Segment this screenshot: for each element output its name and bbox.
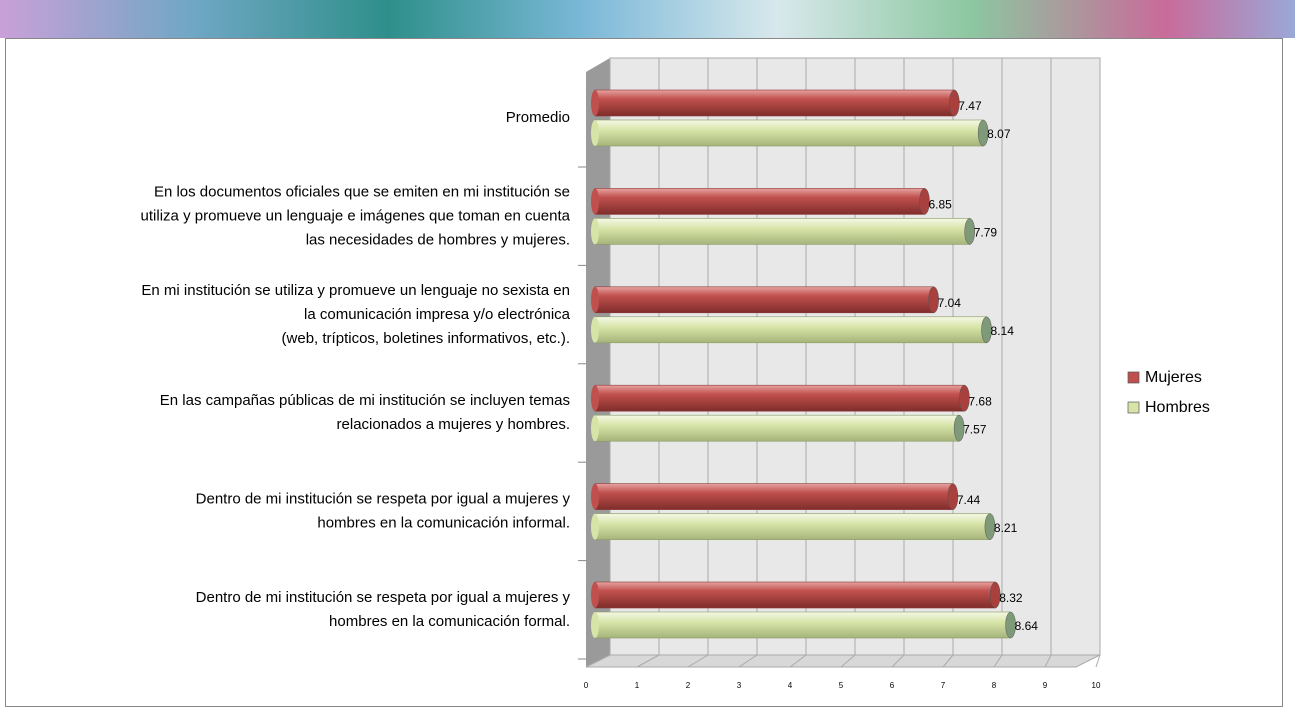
legend-swatch	[1127, 401, 1140, 414]
value-label: 7.57	[963, 422, 987, 436]
category-label: Promedio	[506, 109, 570, 126]
x-tick-label: 7	[941, 681, 946, 690]
value-label: 6.85	[928, 198, 952, 212]
floor-grid-line	[891, 654, 905, 668]
floor-grid-line	[789, 654, 807, 668]
floor-grid-line	[942, 654, 954, 668]
bar	[594, 611, 1011, 639]
bar-start-cap	[591, 218, 599, 245]
value-label: 7.47	[958, 99, 982, 113]
bar	[594, 89, 955, 117]
bar	[594, 581, 996, 609]
category-label: En los documentos oficiales que se emite…	[141, 183, 571, 248]
x-tick-label: 5	[839, 681, 844, 690]
bar-end-cap	[984, 513, 996, 540]
category-label: En las campañas públicas de mi instituci…	[160, 392, 570, 433]
floor-grid-line	[1044, 654, 1052, 668]
value-label: 8.32	[999, 591, 1023, 605]
bar-start-cap	[591, 286, 599, 313]
bar-start-cap	[591, 582, 599, 608]
bar	[594, 286, 934, 314]
bar	[594, 483, 954, 510]
legend-label: Hombres	[1145, 399, 1210, 416]
value-label: 8.14	[991, 324, 1015, 338]
floor-grid-line	[687, 654, 709, 668]
x-tick-label: 3	[737, 681, 742, 690]
value-label: 7.44	[957, 493, 981, 507]
x-tick-label: 0	[584, 681, 589, 690]
x-tick-label: 6	[890, 681, 895, 690]
bar-end-cap	[981, 316, 992, 344]
bar	[594, 414, 960, 442]
floor-grid-line	[636, 654, 660, 668]
banner	[0, 0, 1295, 38]
bar	[594, 384, 965, 412]
bar-end-cap	[959, 384, 970, 412]
x-tick-label: 4	[788, 681, 793, 690]
bar-start-cap	[591, 316, 599, 343]
category-label: Dentro de mi institución se respeta por …	[196, 589, 571, 630]
bar-start-cap	[591, 120, 599, 146]
floor-grid-line	[738, 654, 758, 668]
x-tick-label: 9	[1043, 681, 1048, 690]
bar-start-cap	[591, 188, 599, 215]
bar-start-cap	[591, 513, 599, 540]
floor-grid-line	[585, 654, 611, 668]
x-tick-label: 2	[686, 681, 691, 690]
x-tick-label: 10	[1092, 681, 1101, 690]
bar	[594, 119, 984, 147]
bar-end-cap	[964, 218, 975, 245]
legend-label: Mujeres	[1145, 369, 1202, 386]
category-label: Dentro de mi institución se respeta por …	[196, 491, 571, 532]
bar-end-cap	[1005, 611, 1016, 639]
bar-end-cap	[989, 581, 1001, 609]
bar-end-cap	[977, 119, 989, 147]
bar	[594, 316, 987, 344]
bar-start-cap	[591, 612, 599, 638]
value-label: 8.21	[994, 521, 1018, 535]
bar-end-cap	[919, 188, 930, 215]
floor-grid-line	[840, 654, 856, 668]
bar-start-cap	[591, 483, 599, 510]
bar-end-cap	[949, 89, 960, 117]
bar	[594, 513, 991, 540]
side-wall	[586, 58, 610, 667]
bar-start-cap	[591, 385, 599, 412]
x-tick-label: 1	[635, 681, 640, 690]
value-label: 7.79	[974, 226, 998, 240]
bar-start-cap	[591, 415, 599, 442]
bar-start-cap	[591, 90, 599, 116]
legend-swatch	[1127, 371, 1140, 384]
bar-end-cap	[947, 483, 959, 510]
floor-grid-line	[1095, 654, 1101, 668]
category-label: En mi institución se utiliza y promueve …	[141, 282, 570, 347]
bar	[594, 218, 970, 245]
value-label: 8.07	[987, 127, 1011, 141]
bar-end-cap	[928, 286, 939, 314]
x-tick-label: 8	[992, 681, 997, 690]
value-label: 8.64	[1015, 619, 1039, 633]
value-label: 7.04	[938, 296, 962, 310]
bar	[594, 188, 925, 215]
floor-grid-line	[993, 654, 1003, 668]
bar-end-cap	[953, 414, 965, 442]
value-label: 7.68	[968, 394, 992, 408]
